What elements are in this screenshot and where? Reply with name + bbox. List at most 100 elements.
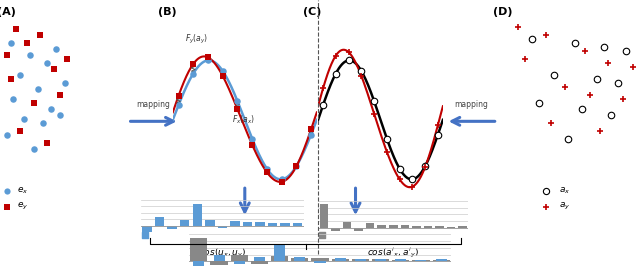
- Bar: [312, 258, 328, 261]
- Bar: [342, 222, 351, 228]
- Point: [232, 99, 243, 103]
- Point: [513, 25, 523, 29]
- Bar: [436, 259, 447, 261]
- Point: [369, 112, 380, 116]
- Point: [6, 77, 16, 81]
- Bar: [366, 223, 374, 228]
- Point: [420, 165, 430, 169]
- Point: [394, 167, 404, 171]
- Point: [356, 74, 367, 78]
- Point: [8, 97, 19, 101]
- Bar: [268, 223, 277, 226]
- Point: [407, 177, 417, 182]
- Point: [2, 205, 12, 209]
- Text: $cos(a'_x, a'_y)$: $cos(a'_x, a'_y)$: [367, 247, 419, 260]
- Point: [291, 164, 301, 168]
- Point: [49, 67, 59, 71]
- Point: [534, 101, 545, 105]
- Point: [433, 132, 443, 137]
- Point: [6, 41, 16, 45]
- Text: mapping: mapping: [137, 100, 170, 109]
- Bar: [193, 261, 204, 266]
- Bar: [401, 225, 409, 228]
- Point: [541, 33, 552, 37]
- Point: [56, 93, 66, 97]
- Text: $e_y$: $e_y$: [17, 201, 29, 213]
- Point: [218, 69, 228, 73]
- Point: [42, 141, 52, 145]
- Point: [42, 61, 52, 65]
- Point: [548, 73, 559, 77]
- Point: [356, 69, 367, 73]
- Point: [591, 77, 602, 81]
- Bar: [274, 244, 285, 261]
- Bar: [142, 226, 152, 232]
- Point: [2, 133, 12, 137]
- Point: [541, 189, 552, 193]
- Bar: [355, 258, 366, 261]
- Point: [188, 62, 198, 66]
- Point: [15, 129, 26, 133]
- Point: [262, 167, 272, 171]
- Bar: [168, 226, 177, 229]
- Bar: [415, 260, 426, 261]
- Point: [394, 177, 404, 182]
- Bar: [214, 254, 225, 261]
- Bar: [458, 226, 467, 228]
- Point: [331, 71, 341, 76]
- Bar: [433, 260, 450, 261]
- Point: [527, 37, 537, 41]
- Bar: [293, 223, 303, 226]
- Point: [318, 103, 328, 107]
- Point: [56, 113, 66, 117]
- Point: [276, 177, 287, 182]
- Point: [262, 170, 272, 174]
- Text: $e_x$: $e_x$: [17, 186, 29, 196]
- Point: [577, 107, 588, 111]
- Point: [563, 137, 573, 141]
- Bar: [205, 220, 214, 226]
- Bar: [412, 226, 420, 228]
- Bar: [335, 258, 346, 261]
- Bar: [255, 222, 265, 226]
- Text: $a_y$: $a_y$: [559, 201, 571, 213]
- Point: [618, 97, 628, 101]
- Point: [247, 136, 257, 141]
- Point: [545, 121, 556, 125]
- Point: [19, 117, 29, 121]
- Bar: [352, 259, 369, 261]
- Bar: [447, 226, 456, 228]
- Point: [29, 147, 39, 151]
- Point: [541, 205, 552, 209]
- Point: [520, 57, 530, 61]
- Bar: [280, 223, 290, 226]
- Point: [628, 65, 638, 69]
- Bar: [190, 238, 207, 261]
- Bar: [254, 257, 265, 261]
- Bar: [424, 226, 433, 228]
- Bar: [378, 225, 386, 228]
- Point: [51, 47, 61, 51]
- Point: [433, 123, 443, 127]
- Point: [381, 136, 392, 141]
- Bar: [331, 228, 340, 231]
- Text: (D): (D): [493, 7, 513, 17]
- Text: (B): (B): [159, 7, 177, 17]
- Point: [203, 58, 213, 62]
- Point: [344, 58, 354, 62]
- Point: [24, 53, 35, 57]
- Point: [46, 107, 56, 111]
- Point: [173, 94, 184, 98]
- Text: $F_x(a_x)$: $F_x(a_x)$: [232, 114, 255, 126]
- Point: [560, 85, 570, 89]
- Point: [276, 180, 287, 184]
- Point: [218, 74, 228, 78]
- Bar: [243, 222, 252, 226]
- Point: [2, 189, 12, 193]
- Point: [407, 184, 417, 189]
- Bar: [218, 226, 227, 228]
- Point: [613, 81, 623, 85]
- Point: [621, 49, 631, 53]
- Bar: [193, 204, 202, 226]
- Text: $a_x$: $a_x$: [559, 186, 571, 196]
